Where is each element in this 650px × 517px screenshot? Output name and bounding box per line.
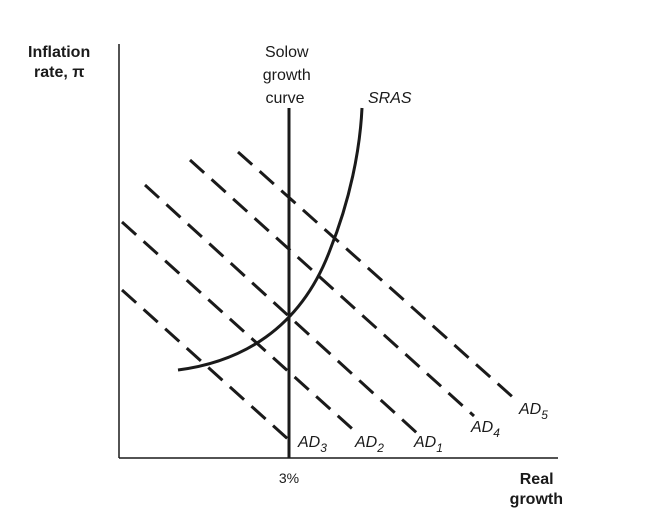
ad1-curve: [143, 183, 420, 436]
solow-label-line3: curve: [265, 90, 304, 107]
solow-label-line2: growth: [263, 67, 311, 84]
ad2-label-name: AD: [354, 434, 378, 451]
solow-label-line1: Solow: [265, 44, 309, 61]
y-axis-title: Inflation rate, π: [28, 44, 95, 81]
x-axis-title-line1: Real: [520, 471, 554, 488]
ad5-label: AD5: [518, 401, 548, 422]
ad1-label: AD1: [413, 434, 443, 455]
ad4-curve: [188, 158, 476, 418]
x-axis-title-line2: growth: [510, 491, 563, 508]
x-tick-3-percent: 3%: [279, 470, 299, 486]
ad5-label-sub: 5: [541, 408, 548, 422]
ad5-curve: [237, 150, 517, 402]
ad2-curve: [120, 220, 360, 436]
ad3-label: AD3: [297, 434, 327, 455]
ad1-label-sub: 1: [436, 441, 443, 455]
ad4-label-name: AD: [470, 419, 494, 436]
ad4-label-sub: 4: [493, 426, 500, 440]
ad4-label: AD4: [470, 419, 500, 440]
ad5-label-name: AD: [518, 401, 542, 418]
ad2-label-sub: 2: [376, 441, 384, 455]
ad3-label-name: AD: [297, 434, 321, 451]
ad3-curve: [120, 288, 291, 442]
ad3-label-sub: 3: [320, 441, 327, 455]
y-axis-title-line1: Inflation: [28, 44, 90, 61]
ad2-label: AD2: [354, 434, 384, 455]
x-axis-title: Real growth: [510, 471, 563, 508]
ad1-label-name: AD: [413, 434, 437, 451]
sras-label: SRAS: [368, 90, 412, 107]
sras-curve: [177, 107, 364, 372]
y-axis-title-line2: rate, π: [34, 64, 85, 81]
solow-label: Solow growth curve: [263, 44, 315, 107]
